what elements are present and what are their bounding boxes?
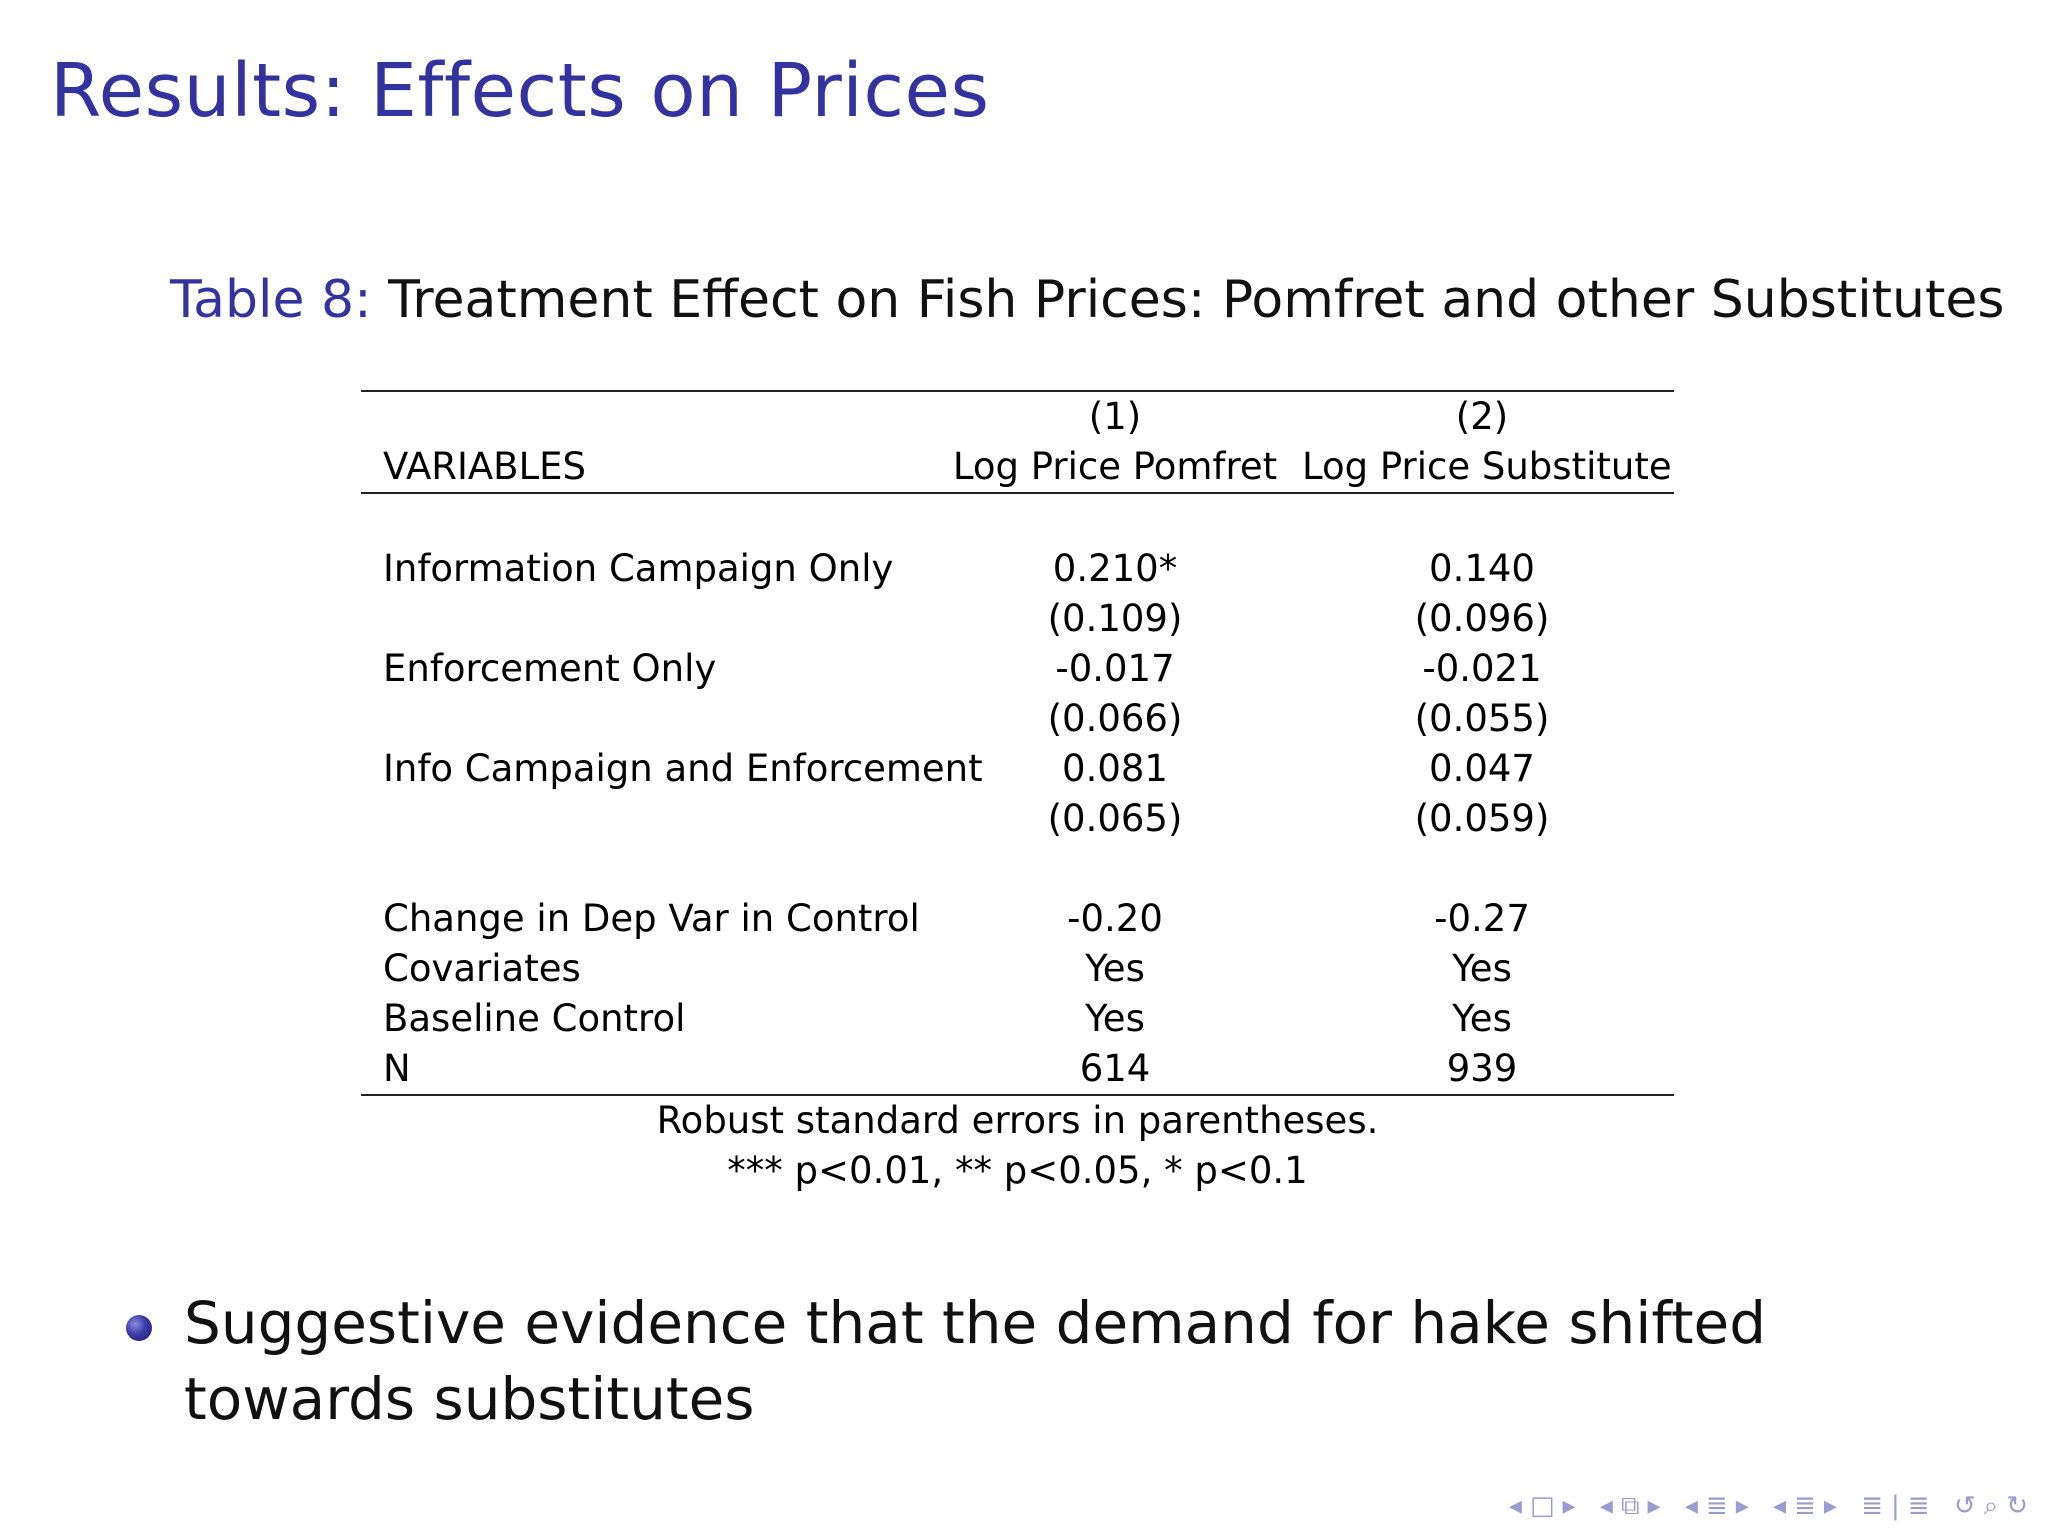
table-note: *** p<0.01, ** p<0.05, * p<0.1 <box>727 1149 1308 1192</box>
col-number-2: (2) <box>1455 395 1509 438</box>
bullet-text: Suggestive evidence that the demand for … <box>184 1289 1767 1433</box>
row-value-col2: (0.059) <box>1414 797 1550 840</box>
row-value-col1: -0.017 <box>1055 647 1175 690</box>
table-caption-label: Table 8: <box>170 270 372 330</box>
table-row: Enforcement Only -0.017 -0.021 <box>361 644 1674 694</box>
nav-right-arrow-icon[interactable]: ▸ <box>1735 1491 1749 1521</box>
row-value-col1: (0.065) <box>1047 797 1183 840</box>
row-value-col2: (0.055) <box>1414 697 1550 740</box>
regression-table: (1) (2) VARIABLES Log Price Pomfret Log … <box>361 390 1674 1196</box>
table-row: (0.109) (0.096) <box>361 594 1674 644</box>
bullet-item: Suggestive evidence that the demand for … <box>120 1285 1820 1437</box>
stats-value-col2: -0.27 <box>1434 897 1530 940</box>
nav-right-arrow-icon[interactable]: ▸ <box>1562 1491 1576 1521</box>
stats-value-col2: 939 <box>1446 1047 1518 1090</box>
nav-align-icon[interactable]: ≣ <box>1861 1491 1884 1521</box>
stats-value-col2: Yes <box>1452 947 1512 990</box>
nav-right-arrow-icon[interactable]: ▸ <box>1647 1491 1661 1521</box>
stats-value-col1: Yes <box>1085 997 1145 1040</box>
table-row: Information Campaign Only 0.210* 0.140 <box>361 544 1674 594</box>
col-number-1: (1) <box>1088 395 1142 438</box>
forward-icon[interactable]: ↻ <box>2006 1491 2028 1521</box>
stats-row: N 614 939 <box>361 1044 1674 1094</box>
row-variable: Info Campaign and Enforcement <box>383 747 983 790</box>
header-row-numbers: (1) (2) <box>361 392 1674 442</box>
stats-variable: N <box>383 1047 411 1090</box>
stats-variable: Change in Dep Var in Control <box>383 897 920 940</box>
nav-left-arrow-icon[interactable]: ◂ <box>1684 1491 1698 1521</box>
stats-variable: Covariates <box>383 947 581 990</box>
stats-row: Baseline Control Yes Yes <box>361 994 1674 1044</box>
nav-right-arrow-icon[interactable]: ▸ <box>1823 1491 1837 1521</box>
nav-left-arrow-icon[interactable]: ◂ <box>1508 1491 1522 1521</box>
row-value-col2: 0.047 <box>1429 747 1535 790</box>
stats-value-col2: Yes <box>1452 997 1512 1040</box>
nav-separator-icon: | <box>1891 1491 1900 1521</box>
stats-row: Change in Dep Var in Control -0.20 -0.27 <box>361 894 1674 944</box>
nav-subsection-icon[interactable]: ⧉ <box>1620 1491 1640 1521</box>
nav-section-group: ◂ ≣ ▸ <box>1677 1491 1757 1521</box>
row-value-col1: 0.210* <box>1052 547 1178 590</box>
col-title-1: Log Price Pomfret <box>952 445 1278 488</box>
back-icon[interactable]: ↺ <box>1953 1491 1976 1521</box>
row-value-col2: 0.140 <box>1429 547 1535 590</box>
nav-appendix-group: ≣ | ≣ <box>1853 1491 1938 1521</box>
table-row: (0.066) (0.055) <box>361 694 1674 744</box>
search-icon[interactable]: ⌕ <box>1983 1491 1999 1521</box>
row-value-col1: (0.066) <box>1047 697 1183 740</box>
table-row: (0.065) (0.059) <box>361 794 1674 844</box>
nav-section-icon[interactable]: ≣ <box>1705 1491 1728 1521</box>
table-caption: Table 8: Treatment Effect on Fish Prices… <box>170 270 2004 330</box>
bullet-ball-icon <box>126 1315 152 1341</box>
nav-subsection-group: ◂ ⧉ ▸ <box>1592 1491 1669 1521</box>
var-header: VARIABLES <box>383 445 587 488</box>
stats-value-col1: Yes <box>1085 947 1145 990</box>
table-note: Robust standard errors in parentheses. <box>656 1099 1379 1142</box>
nav-left-arrow-icon[interactable]: ◂ <box>1599 1491 1613 1521</box>
frame-title: Results: Effects on Prices <box>50 48 990 134</box>
row-value-col1: 0.081 <box>1062 747 1168 790</box>
beamer-navigation-bar: ◂ □ ▸ ◂ ⧉ ▸ ◂ ≣ ▸ ◂ ≣ ▸ ≣ | ≣ ↺ ⌕ ↻ <box>1493 1491 2028 1522</box>
row-variable: Enforcement Only <box>383 647 717 690</box>
table-spacer <box>361 844 1674 894</box>
header-rule <box>361 492 1674 494</box>
row-value-col2: (0.096) <box>1414 597 1550 640</box>
row-value-col1: (0.109) <box>1047 597 1183 640</box>
table-top-rule <box>361 390 1674 392</box>
stats-row: Covariates Yes Yes <box>361 944 1674 994</box>
header-row-titles: VARIABLES Log Price Pomfret Log Price Su… <box>361 442 1674 492</box>
stats-value-col1: 614 <box>1079 1047 1151 1090</box>
table-caption-text: Treatment Effect on Fish Prices: Pomfret… <box>388 270 2005 330</box>
stats-variable: Baseline Control <box>383 997 686 1040</box>
nav-document-group: ◂ ≣ ▸ <box>1765 1491 1845 1521</box>
nav-document-icon[interactable]: ≣ <box>1794 1491 1816 1521</box>
nav-left-arrow-icon[interactable]: ◂ <box>1773 1491 1787 1521</box>
nav-align-icon[interactable]: ≣ <box>1907 1491 1930 1521</box>
stats-value-col1: -0.20 <box>1067 897 1163 940</box>
table-bottom-rule <box>361 1094 1674 1096</box>
nav-frame-group: ◂ □ ▸ <box>1501 1491 1584 1521</box>
row-variable: Information Campaign Only <box>383 547 894 590</box>
nav-frame-icon[interactable]: □ <box>1529 1491 1555 1521</box>
col-title-2: Log Price Substitute <box>1302 445 1672 488</box>
table-spacer <box>361 494 1674 544</box>
table-row: Info Campaign and Enforcement 0.081 0.04… <box>361 744 1674 794</box>
nav-search-group: ↺ ⌕ ↻ <box>1946 1491 2028 1521</box>
row-value-col2: -0.021 <box>1422 647 1542 690</box>
